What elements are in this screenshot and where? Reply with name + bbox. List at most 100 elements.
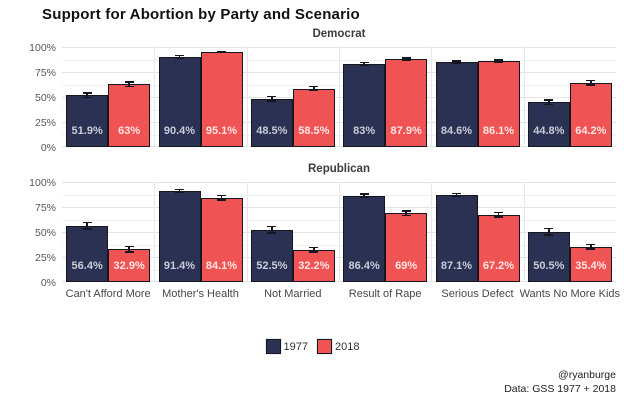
- error-bar-cap-bottom: [217, 51, 226, 54]
- bar-value-label: 86.4%: [348, 260, 380, 272]
- error-bar: [124, 245, 134, 253]
- error-bar-cap-top: [267, 95, 277, 97]
- bar-1977: [250, 98, 293, 147]
- bar-value-label: 87.9%: [390, 125, 422, 137]
- error-bar-stem: [128, 81, 130, 87]
- error-bar-cap-top: [544, 227, 554, 229]
- error-bar-cap-top: [494, 59, 503, 61]
- error-bar-cap-bottom: [267, 232, 277, 234]
- legend: 1977 2018: [0, 338, 624, 355]
- bar-value-label: 90.4%: [163, 125, 196, 137]
- error-bar: [309, 246, 319, 253]
- error-bar-cap-top: [401, 210, 411, 212]
- error-bar-cap-bottom: [309, 251, 319, 253]
- error-bar-stem: [86, 92, 88, 99]
- bar-2018: [569, 82, 612, 147]
- error-bar: [359, 61, 369, 67]
- gridline-vertical: [339, 182, 340, 282]
- gridline-vertical: [523, 182, 525, 282]
- error-bar: [175, 54, 184, 59]
- gridline-vertical: [523, 47, 525, 147]
- error-bar-cap-bottom: [82, 228, 92, 230]
- y-tick-label: 100%: [29, 177, 56, 189]
- legend-item-1977: 1977: [264, 338, 308, 355]
- error-bar: [401, 57, 411, 61]
- error-bar-stem: [271, 225, 273, 234]
- error-bar-cap-top: [309, 85, 319, 88]
- bar-value-label: 95.1%: [205, 125, 238, 137]
- error-bar: [82, 92, 92, 99]
- error-bar-stem: [363, 61, 365, 67]
- bar-value-label: 91.4%: [163, 260, 196, 272]
- error-bar: [217, 50, 226, 54]
- bar-value-label: 44.8%: [533, 125, 565, 137]
- error-bar-stem: [220, 194, 223, 201]
- bar-1977: [66, 95, 109, 147]
- error-bar-cap-bottom: [217, 199, 226, 201]
- bar-2018: [385, 59, 428, 147]
- error-bar-cap-top: [359, 193, 369, 195]
- error-bar-stem: [405, 57, 407, 61]
- bar-value-label: 84.1%: [205, 260, 238, 272]
- error-bar-cap-bottom: [544, 234, 554, 236]
- error-bar: [124, 81, 134, 87]
- error-bar-stem: [86, 221, 88, 230]
- bar-value-label: 63%: [118, 125, 141, 137]
- error-bar-cap-top: [267, 225, 277, 227]
- error-bar: [586, 243, 596, 250]
- error-bar-stem: [590, 243, 592, 250]
- chart-title: Support for Abortion by Party and Scenar…: [42, 6, 360, 23]
- y-tick-label: 100%: [29, 42, 56, 54]
- bar-value-label: 52.5%: [256, 260, 288, 272]
- error-bar-cap-top: [452, 192, 461, 195]
- legend-item-2018: 2018: [316, 338, 359, 355]
- bar-value-label: 35.4%: [575, 260, 607, 272]
- error-bar-stem: [455, 192, 458, 198]
- error-bar-cap-bottom: [586, 248, 596, 250]
- error-bar-cap-bottom: [175, 191, 184, 193]
- panel-strip-label: Democrat: [312, 28, 366, 40]
- y-tick-label: 25%: [34, 117, 56, 129]
- gridline-vertical: [246, 182, 248, 282]
- gridline-vertical: [431, 182, 433, 282]
- error-bar-cap-top: [586, 243, 596, 246]
- error-bar-cap-bottom: [124, 251, 134, 253]
- error-bar-stem: [178, 188, 181, 193]
- error-bar: [309, 85, 319, 92]
- bar-2018: [108, 84, 151, 147]
- error-bar-stem: [405, 210, 407, 216]
- legend-key: [316, 338, 333, 355]
- error-bar-cap-top: [124, 81, 134, 83]
- error-bar: [401, 210, 411, 216]
- bar-value-label: 50.5%: [533, 260, 565, 272]
- x-category-label: Can't Afford More: [65, 288, 151, 300]
- bar-1977: [66, 225, 109, 282]
- error-bar-cap-top: [586, 79, 596, 82]
- error-bar: [267, 225, 277, 234]
- x-category-label: Mother's Health: [162, 288, 239, 300]
- error-bar: [544, 227, 554, 236]
- bar-2018: [385, 213, 428, 282]
- error-bar-cap-bottom: [82, 96, 92, 99]
- panel-democrat: [62, 47, 616, 147]
- panel-strip-label: Republican: [308, 163, 370, 175]
- bar-value-label: 87.1%: [440, 260, 473, 272]
- error-bar-cap-top: [124, 245, 134, 248]
- gridline-vertical: [246, 47, 248, 147]
- error-bar-stem: [178, 54, 181, 59]
- error-bar: [494, 59, 503, 63]
- error-bar-stem: [497, 211, 500, 218]
- error-bar: [359, 193, 369, 198]
- error-bar-cap-bottom: [401, 59, 411, 61]
- error-bar: [544, 99, 554, 106]
- credits: @ryanburge Data: GSS 1977 + 2018: [504, 368, 616, 396]
- error-bar-cap-top: [452, 60, 461, 62]
- credits-handle: @ryanburge: [558, 368, 616, 381]
- error-bar-stem: [128, 245, 130, 253]
- error-bar-cap-bottom: [544, 103, 554, 106]
- error-bar-stem: [271, 95, 273, 102]
- y-tick-label: 0%: [40, 142, 56, 154]
- legend-key: [264, 338, 282, 355]
- bar-value-label: 67.2%: [482, 260, 515, 272]
- bar-value-label: 51.9%: [71, 125, 103, 137]
